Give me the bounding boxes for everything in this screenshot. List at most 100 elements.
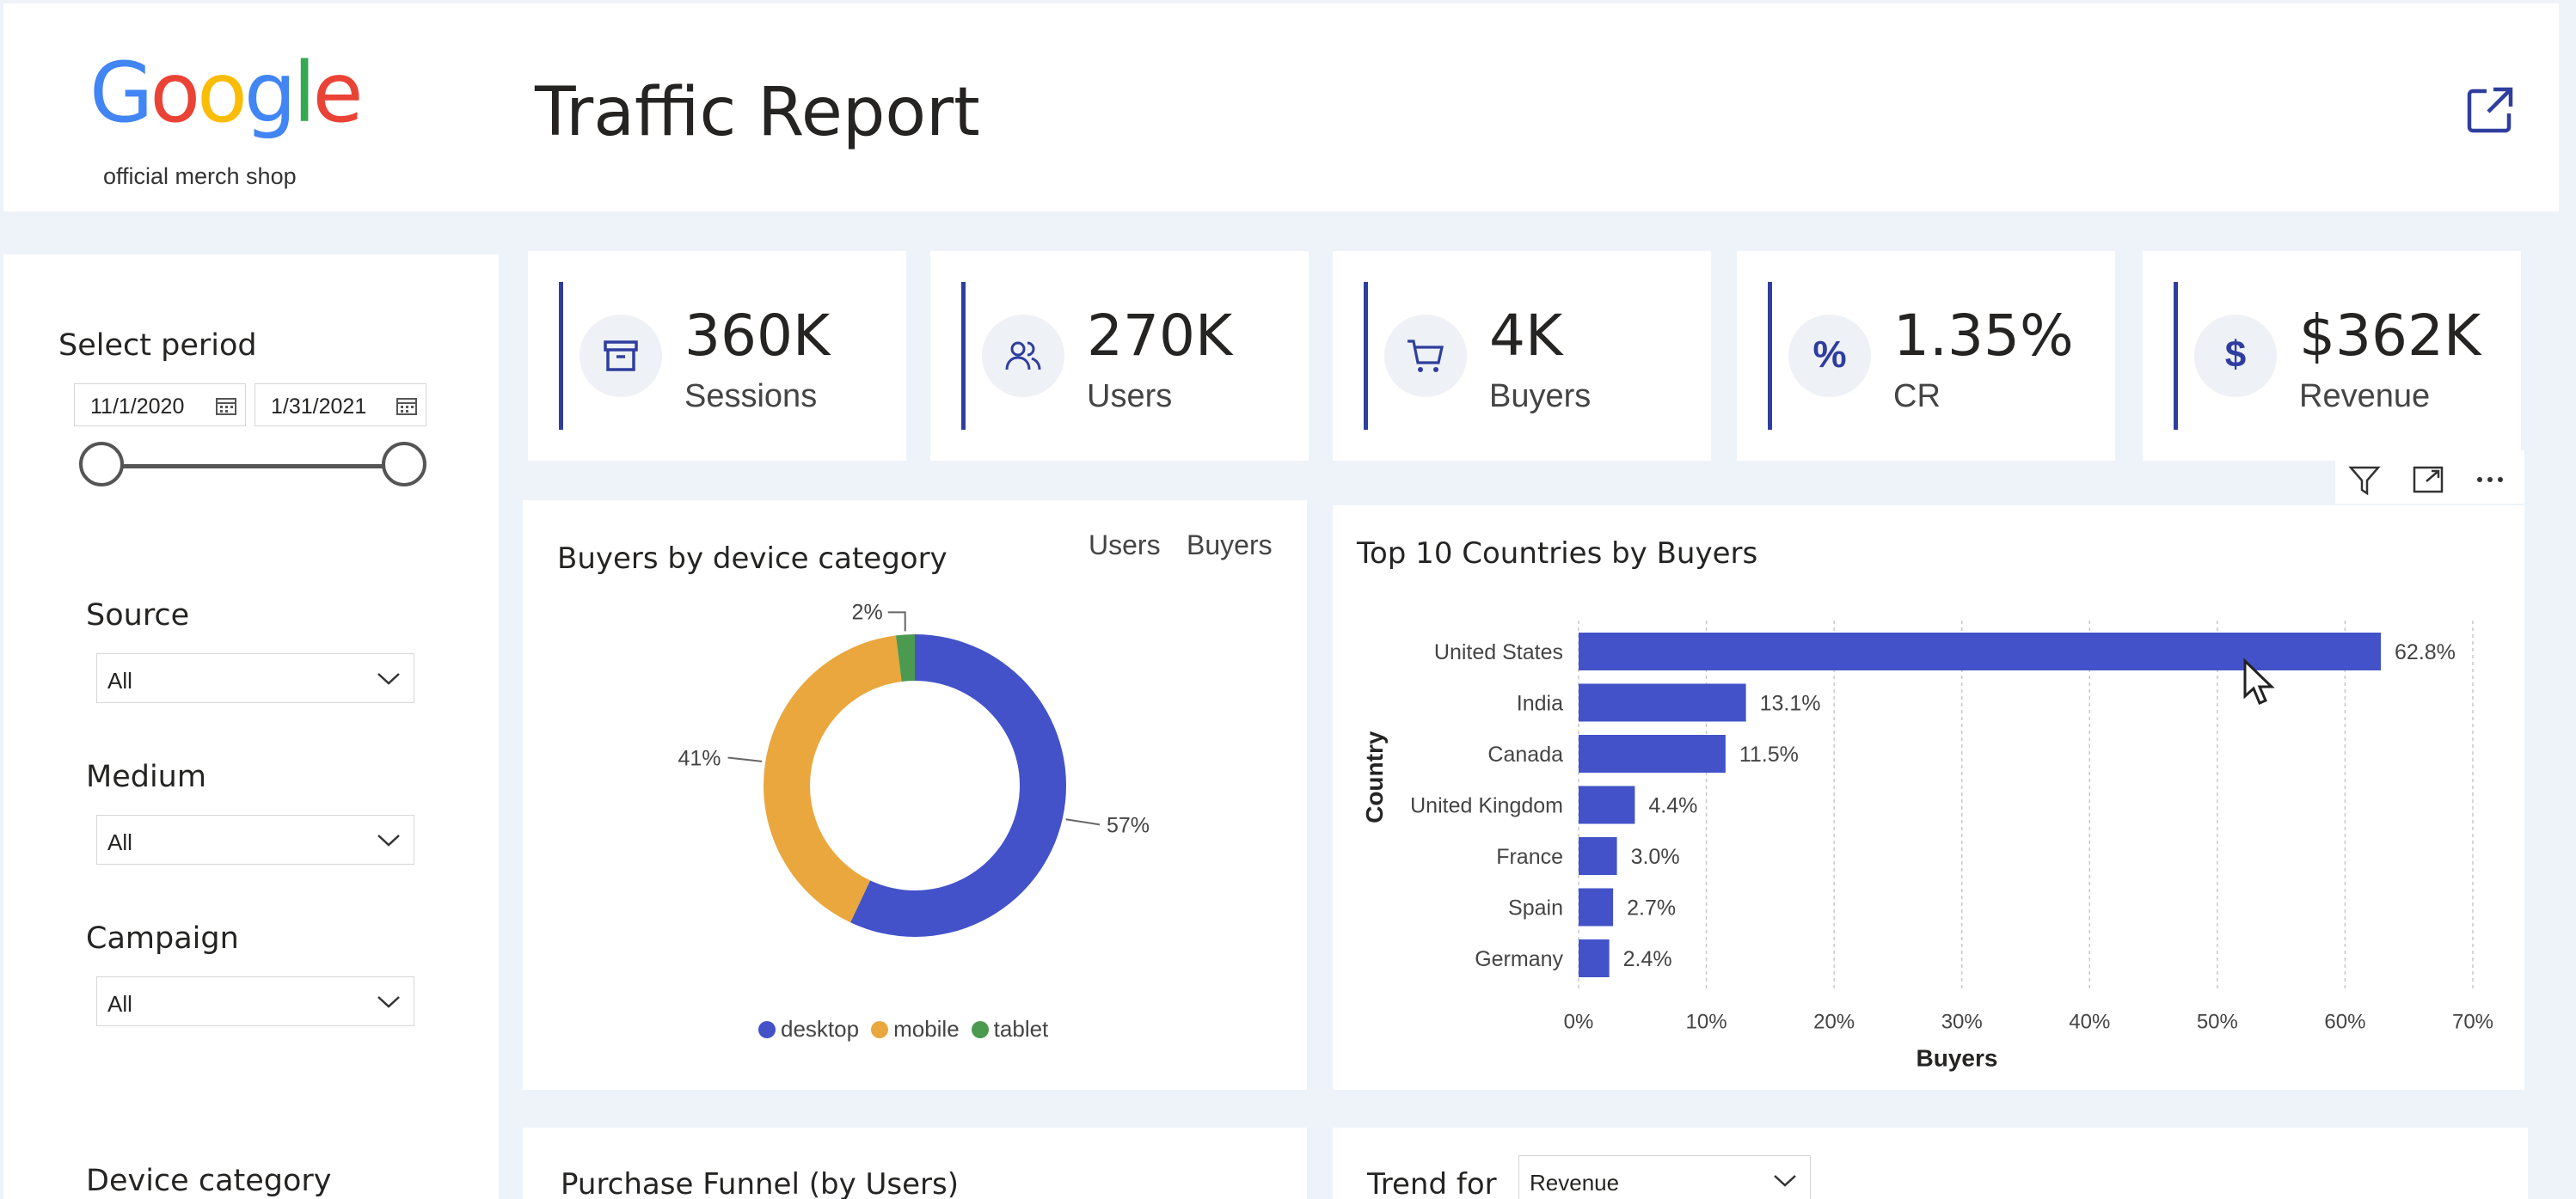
bar-united-kingdom[interactable] xyxy=(1579,786,1635,824)
period-slider-start-handle[interactable] xyxy=(79,442,124,486)
more-options-icon[interactable] xyxy=(2473,462,2507,497)
kpi-accent-bar xyxy=(559,282,563,430)
calendar-icon[interactable] xyxy=(216,396,236,415)
legend-label: mobile xyxy=(893,1016,960,1042)
card-title: Top 10 Countries by Buyers xyxy=(1357,536,1758,571)
source-dropdown[interactable]: All xyxy=(96,653,414,703)
buyers-by-device-card: Buyers by device category Users Buyers 5… xyxy=(523,500,1307,1090)
category-label: France xyxy=(1496,845,1563,869)
donut-slice-tablet[interactable] xyxy=(895,634,915,682)
bar-data-label: 4.4% xyxy=(1648,794,1697,818)
bar-france[interactable] xyxy=(1579,837,1617,875)
bar-data-label: 13.1% xyxy=(1760,692,1821,716)
kpi-label: Revenue xyxy=(2299,378,2431,414)
donut-slice-desktop[interactable] xyxy=(850,634,1066,937)
kpi-card-revenue: $ $362K Revenue xyxy=(2143,251,2521,461)
x-tick-label: 10% xyxy=(1686,1011,1727,1034)
bar-canada[interactable] xyxy=(1579,735,1726,773)
visual-toolbar xyxy=(2335,450,2524,504)
kpi-icon-circle xyxy=(982,315,1064,397)
y-axis-title: Country xyxy=(1361,731,1388,823)
donut-data-label: 57% xyxy=(1107,813,1150,837)
x-tick-label: 0% xyxy=(1564,1011,1594,1034)
trend-metric-dropdown[interactable]: Revenue xyxy=(1518,1155,1811,1199)
x-tick-label: 60% xyxy=(2324,1011,2365,1034)
leader-line xyxy=(887,611,906,632)
bar-data-label: 62.8% xyxy=(2395,640,2456,664)
kpi-icon-circle: $ xyxy=(2194,315,2277,397)
start-date-input[interactable]: 11/1/2020 xyxy=(74,383,246,426)
kpi-label: Sessions xyxy=(684,378,818,414)
kpi-accent-bar xyxy=(2174,282,2178,430)
period-slider-track[interactable] xyxy=(103,464,406,468)
card-title: Trend for xyxy=(1367,1167,1497,1199)
trend-card: Trend for Revenue xyxy=(1333,1128,2528,1199)
kpi-value: 1.35% xyxy=(1893,303,2074,369)
toggle-users-button[interactable]: Users xyxy=(1089,529,1161,560)
end-date-value: 1/31/2021 xyxy=(271,395,367,419)
medium-value: All xyxy=(107,829,132,855)
kpi-label: Users xyxy=(1087,378,1173,414)
medium-label: Medium xyxy=(86,760,206,794)
legend-item-tablet[interactable]: tablet xyxy=(971,1016,1049,1043)
category-label: Germany xyxy=(1475,947,1563,971)
filter-icon[interactable] xyxy=(2347,462,2382,497)
filter-sidebar: Select period 11/1/2020 1/31/2021 Source… xyxy=(3,254,499,1199)
kpi-card-sessions: 360K Sessions xyxy=(528,251,906,461)
end-date-input[interactable]: 1/31/2021 xyxy=(255,383,426,426)
period-slider-end-handle[interactable] xyxy=(382,442,426,486)
kpi-accent-bar xyxy=(961,282,966,430)
source-value: All xyxy=(107,668,132,694)
donut-slice-mobile[interactable] xyxy=(763,635,902,923)
legend-dot xyxy=(758,1020,776,1038)
device-category-label: Device category xyxy=(86,1164,332,1198)
kpi-value: $362K xyxy=(2299,303,2481,369)
kpi-card-buyers: 4K Buyers xyxy=(1333,251,1711,461)
bar-data-label: 3.0% xyxy=(1631,845,1680,869)
donut-legend: desktop mobile tablet xyxy=(758,1016,1060,1043)
medium-dropdown[interactable]: All xyxy=(96,815,414,865)
chevron-down-icon xyxy=(377,996,400,1008)
bar-germany[interactable] xyxy=(1579,939,1610,977)
logo-subtitle: official merch shop xyxy=(103,163,297,189)
leader-line xyxy=(727,756,763,762)
chevron-down-icon xyxy=(377,673,400,685)
legend-item-mobile[interactable]: mobile xyxy=(871,1016,960,1043)
users-icon xyxy=(1005,341,1041,370)
select-period-label: Select period xyxy=(58,328,257,363)
kpi-value: 270K xyxy=(1087,303,1233,369)
external-link-icon[interactable] xyxy=(2464,84,2516,136)
trend-metric-value: Revenue xyxy=(1530,1170,1620,1196)
card-title: Buyers by device category xyxy=(557,541,948,576)
donut-data-label: 2% xyxy=(852,600,883,624)
bar-india[interactable] xyxy=(1579,683,1746,722)
dollar-icon: $ xyxy=(2224,333,2247,376)
percent-icon: % xyxy=(1812,333,1847,376)
campaign-label: Campaign xyxy=(86,921,239,956)
legend-item-desktop[interactable]: desktop xyxy=(758,1016,859,1043)
report-header: Google official merch shop Traffic Repor… xyxy=(3,3,2559,211)
kpi-value: 4K xyxy=(1489,303,1563,369)
purchase-funnel-card: Purchase Funnel (by Users) xyxy=(523,1128,1307,1199)
kpi-accent-bar xyxy=(1768,282,1772,430)
source-label: Source xyxy=(86,598,190,633)
category-label: United States xyxy=(1434,640,1563,664)
cart-icon xyxy=(1408,340,1444,372)
campaign-value: All xyxy=(107,991,132,1017)
bar-data-label: 11.5% xyxy=(1739,743,1799,767)
legend-label: tablet xyxy=(993,1016,1049,1042)
bar-data-label: 2.7% xyxy=(1627,896,1676,921)
archive-box-icon xyxy=(604,340,638,371)
focus-mode-icon[interactable] xyxy=(2411,462,2445,497)
calendar-icon[interactable] xyxy=(396,396,417,415)
bar-data-label: 2.4% xyxy=(1623,947,1672,971)
kpi-card-users: 270K Users xyxy=(930,251,1309,461)
toggle-buyers-button[interactable]: Buyers xyxy=(1187,529,1273,560)
bar-spain[interactable] xyxy=(1579,888,1614,927)
x-tick-label: 40% xyxy=(2069,1011,2110,1034)
legend-dot xyxy=(871,1020,889,1038)
kpi-icon-circle: % xyxy=(1788,315,1871,397)
countries-bar-chart: 0% 10% 20% 30% 40% 50% 60% 70% United States 62.8… xyxy=(1361,621,2493,1072)
chevron-down-icon xyxy=(377,835,400,847)
campaign-dropdown[interactable]: All xyxy=(96,976,414,1026)
